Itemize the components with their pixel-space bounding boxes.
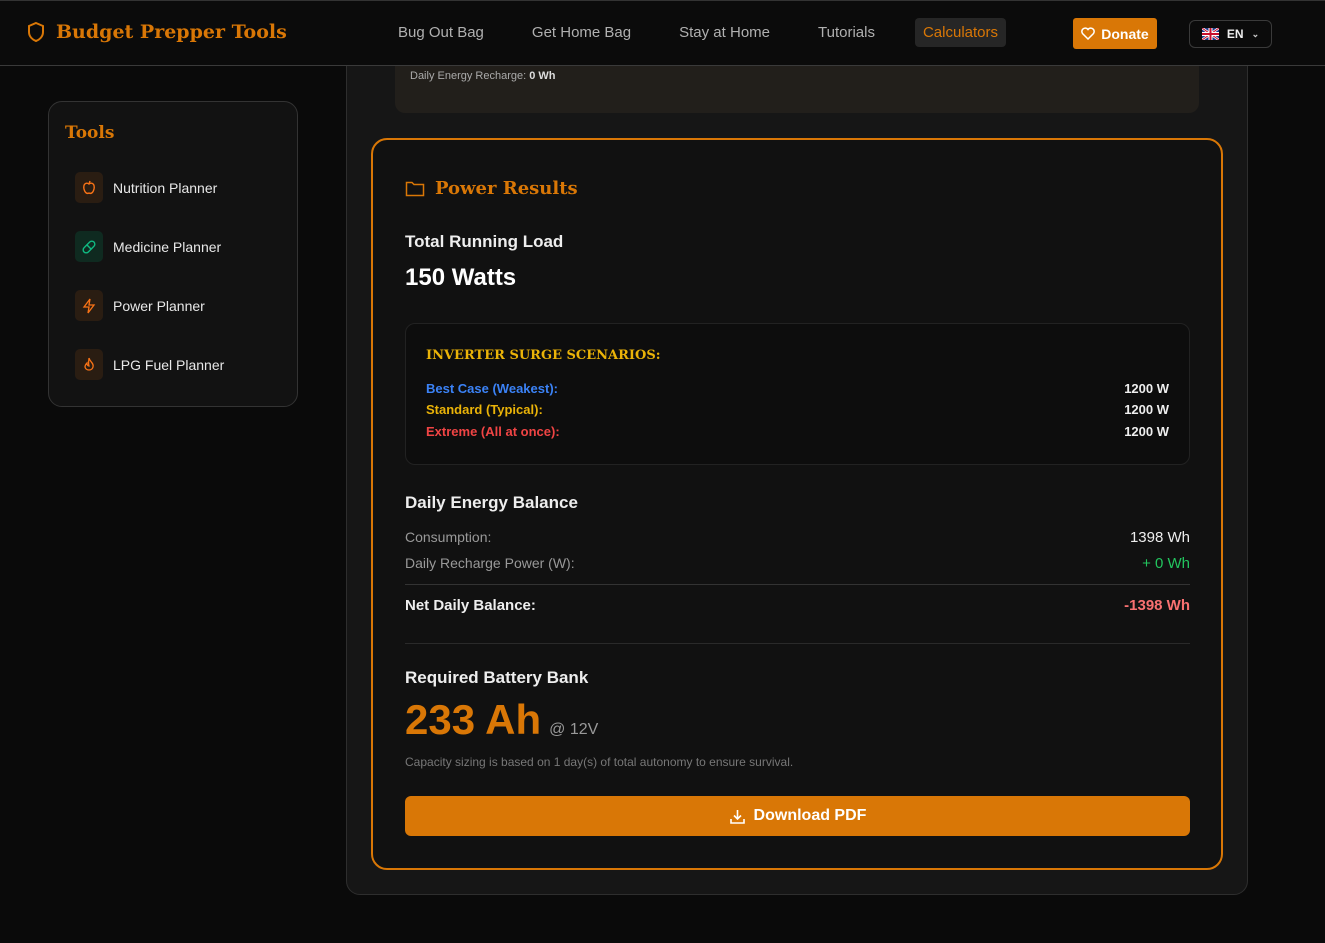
recharge-power-value: + 0 Wh <box>1142 555 1190 572</box>
pill-icon <box>75 231 103 262</box>
surge-label: Best Case (Weakest): <box>426 381 558 396</box>
results-title-text: Power Results <box>435 178 578 199</box>
recharge-row: Daily Recharge Power (W): + 0 Wh <box>405 555 1190 572</box>
uk-flag-icon <box>1201 28 1219 40</box>
nav-bug-out-bag[interactable]: Bug Out Bag <box>398 24 484 41</box>
consumption-value: 1398 Wh <box>1129 529 1190 546</box>
net-balance-label: Net Daily Balance: <box>405 597 536 614</box>
surge-title: INVERTER SURGE SCENARIOS: <box>426 348 661 363</box>
recharge-value: 0 Wh <box>529 70 556 82</box>
net-balance-value: -1398 Wh <box>1124 597 1190 614</box>
nav-calculators[interactable]: Calculators <box>914 18 1006 47</box>
surge-row-best: Best Case (Weakest): 1200 W <box>426 381 1169 396</box>
sidebar-item-label: Nutrition Planner <box>113 179 218 196</box>
recharge-power-label: Daily Recharge Power (W): <box>405 555 575 571</box>
download-label: Download PDF <box>753 807 867 824</box>
tools-sidebar: Tools Nutrition Planner Medicine Planner… <box>48 101 298 407</box>
header: Budget Prepper Tools Bug Out Bag Get Hom… <box>0 0 1325 66</box>
battery-note: Capacity sizing is based on 1 day(s) of … <box>405 755 794 769</box>
zap-icon <box>75 290 103 321</box>
load-label: Total Running Load <box>405 232 564 251</box>
battery-result: 233 Ah @ 12V <box>405 696 598 744</box>
surge-row-standard: Standard (Typical): 1200 W <box>426 402 1169 417</box>
nav-get-home-bag[interactable]: Get Home Bag <box>531 24 632 41</box>
results-title: Power Results <box>405 178 578 199</box>
sidebar-item-label: LPG Fuel Planner <box>113 356 225 373</box>
donate-label: Donate <box>1101 25 1149 42</box>
divider <box>405 643 1190 644</box>
surge-label: Standard (Typical): <box>426 402 543 417</box>
nav-stay-at-home[interactable]: Stay at Home <box>679 24 770 41</box>
main-nav: Bug Out Bag Get Home Bag Stay at Home Tu… <box>390 18 1038 47</box>
power-results-card: Power Results Total Running Load 150 Wat… <box>371 138 1223 870</box>
sidebar-item-medicine-planner[interactable]: Medicine Planner <box>75 231 221 262</box>
apple-icon <box>75 172 103 203</box>
brand-name: Budget Prepper Tools <box>56 21 287 43</box>
battery-title: Required Battery Bank <box>405 668 589 687</box>
shield-icon <box>28 21 44 43</box>
sidebar-title: Tools <box>65 123 115 143</box>
battery-voltage: @ 12V <box>549 721 599 738</box>
sidebar-item-power-planner[interactable]: Power Planner <box>75 290 205 321</box>
surge-scenarios: INVERTER SURGE SCENARIOS: Best Case (Wea… <box>405 323 1190 465</box>
recharge-label: Daily Energy Recharge: <box>410 70 527 82</box>
folder-icon <box>405 181 425 197</box>
sidebar-item-nutrition-planner[interactable]: Nutrition Planner <box>75 172 217 203</box>
load-value: 150 Watts <box>405 264 517 291</box>
flame-icon <box>75 349 103 380</box>
sidebar-item-lpg-fuel-planner[interactable]: LPG Fuel Planner <box>75 349 224 380</box>
download-pdf-button[interactable]: Download PDF <box>405 796 1190 836</box>
heart-icon <box>1081 27 1096 40</box>
sidebar-item-label: Medicine Planner <box>113 238 222 255</box>
surge-row-extreme: Extreme (All at once): 1200 W <box>426 424 1169 439</box>
download-icon <box>729 809 745 824</box>
consumption-row: Consumption: 1398 Wh <box>405 529 1190 546</box>
surge-label: Extreme (All at once): <box>426 424 560 439</box>
sidebar-item-label: Power Planner <box>113 297 205 314</box>
battery-value: 233 Ah <box>405 696 542 743</box>
brand-logo[interactable]: Budget Prepper Tools <box>26 21 287 43</box>
surge-value: 1200 W <box>1124 402 1169 417</box>
language-selector[interactable]: EN ⌄ <box>1189 20 1272 48</box>
consumption-label: Consumption: <box>405 529 492 545</box>
surge-value: 1200 W <box>1124 381 1169 396</box>
language-code: EN <box>1226 27 1244 41</box>
donate-button[interactable]: Donate <box>1073 18 1157 49</box>
net-balance-row: Net Daily Balance: -1398 Wh <box>405 597 1190 614</box>
divider <box>405 584 1190 585</box>
nav-tutorials[interactable]: Tutorials <box>818 24 875 41</box>
chevron-down-icon: ⌄ <box>1251 28 1260 39</box>
balance-title: Daily Energy Balance <box>405 493 578 512</box>
surge-value: 1200 W <box>1124 424 1169 439</box>
